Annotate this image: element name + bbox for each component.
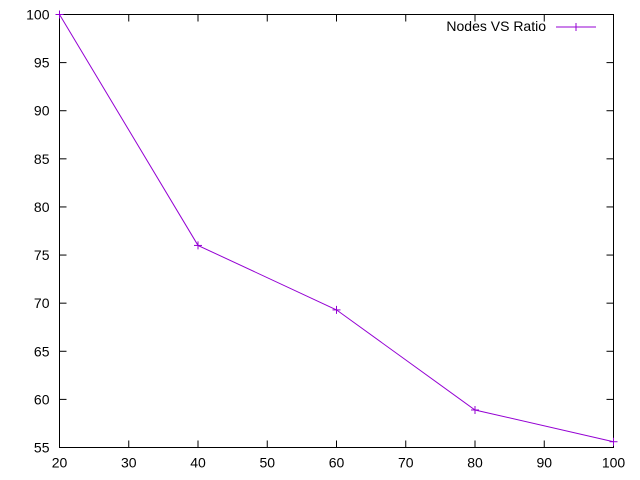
x-tick-label: 60	[329, 455, 345, 471]
x-tick-label: 40	[190, 455, 206, 471]
y-tick-label: 65	[34, 343, 50, 359]
x-axis: 20 30 40 50 60 70 80 90 100	[52, 14, 626, 471]
y-tick-label: 80	[34, 199, 50, 215]
y-tick-label: 100	[26, 7, 50, 23]
legend: Nodes VS Ratio	[446, 18, 596, 34]
y-tick-label: 55	[34, 440, 50, 456]
y-tick-label: 85	[34, 151, 50, 167]
data-point	[55, 10, 64, 19]
series-line	[59, 14, 614, 443]
y-tick-label: 75	[34, 247, 50, 263]
legend-label: Nodes VS Ratio	[446, 18, 546, 34]
x-tick-label: 80	[467, 455, 483, 471]
x-tick-label: 100	[602, 455, 626, 471]
data-point	[332, 305, 341, 314]
data-point	[194, 241, 202, 250]
x-tick-label: 20	[52, 455, 68, 471]
y-tick-label: 70	[34, 295, 50, 311]
x-tick-label: 90	[536, 455, 552, 471]
x-tick-label: 30	[121, 455, 137, 471]
y-tick-label: 95	[34, 55, 50, 71]
legend-marker-icon	[572, 23, 580, 31]
y-tick-label: 90	[34, 103, 50, 119]
y-tick-label: 60	[34, 391, 50, 407]
data-point	[609, 437, 618, 446]
x-tick-label: 70	[398, 455, 414, 471]
y-axis: 55 60 65 70 75 80 85 90 95 100	[26, 7, 614, 456]
x-tick-label: 50	[259, 455, 275, 471]
data-point	[471, 405, 479, 414]
plot-frame	[59, 14, 614, 448]
series-layer	[55, 10, 618, 446]
